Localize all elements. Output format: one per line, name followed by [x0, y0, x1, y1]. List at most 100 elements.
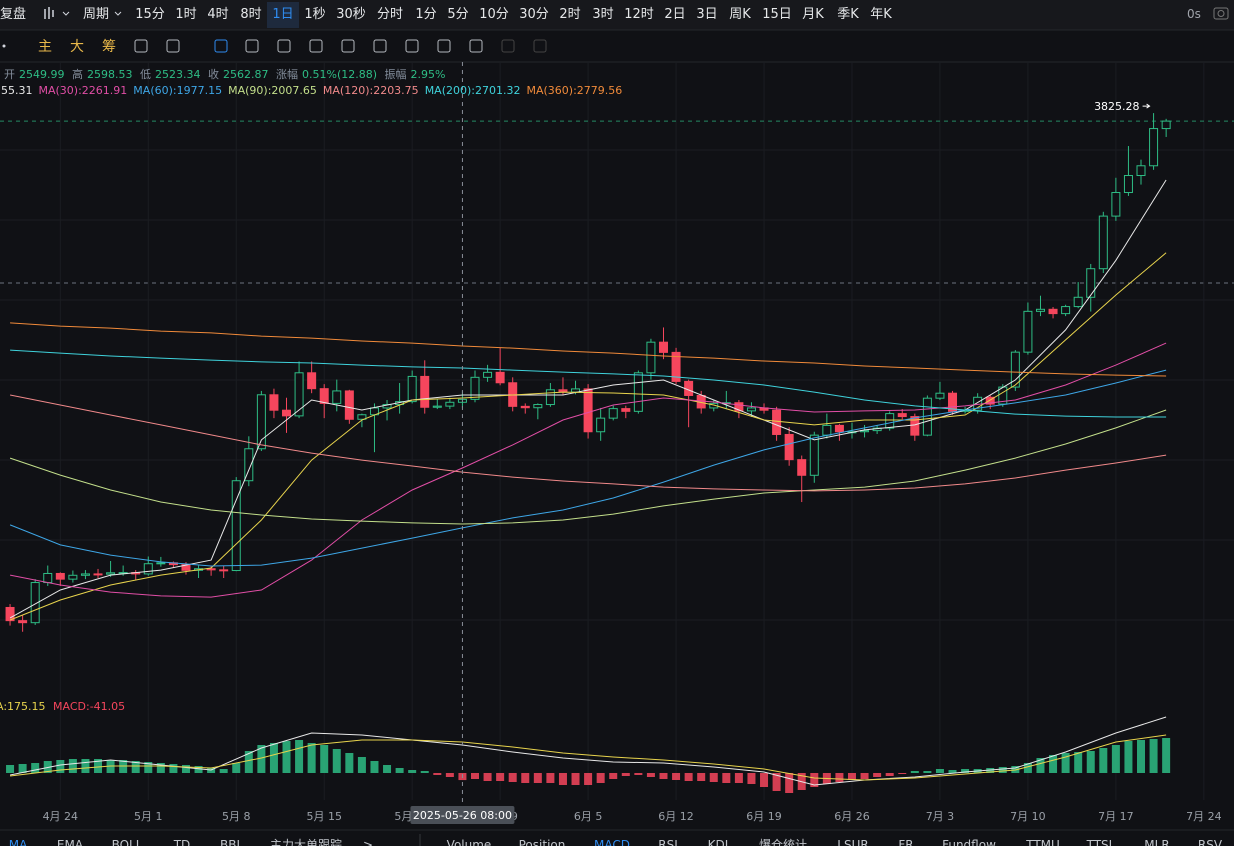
interval-tab[interactable]: 3时	[592, 7, 613, 22]
tool-icon[interactable]	[214, 39, 228, 53]
macd-bar	[244, 751, 253, 773]
candle-body	[671, 351, 681, 382]
interval-tab[interactable]: 3日	[696, 7, 717, 22]
interval-tab[interactable]: 分时	[377, 7, 403, 22]
change-value: 0.51%(12.88)	[302, 68, 378, 81]
macd-bar	[747, 773, 756, 784]
tool-icon[interactable]	[134, 39, 148, 53]
candle-body	[1086, 268, 1096, 298]
ma-legend-item: MA(30):2261.91	[38, 84, 128, 97]
candle-body	[106, 572, 116, 575]
interval-tab[interactable]: 月K	[802, 7, 824, 22]
macd-bar	[508, 773, 517, 782]
ma-line	[10, 342, 1167, 598]
tool-icon[interactable]	[245, 39, 259, 53]
interval-tab[interactable]: 2日	[664, 7, 685, 22]
tool-icon[interactable]	[277, 39, 291, 53]
sub-indicator-tab[interactable]: Volume	[447, 838, 492, 846]
interval-tab[interactable]: 周K	[729, 7, 751, 22]
tool-icon[interactable]	[341, 39, 355, 53]
indicator-button[interactable]: 筹	[102, 38, 116, 55]
sub-indicator-tab[interactable]: FR	[898, 838, 913, 846]
tool-icon[interactable]	[405, 39, 419, 53]
sub-indicator-tab[interactable]: TTSL	[1086, 838, 1116, 846]
candle-icon	[44, 7, 54, 19]
camera-icon[interactable]	[1213, 7, 1229, 20]
ma-legend: 555.31 MA(30):2261.91 MA(60):1977.15 MA(90)…	[0, 84, 628, 97]
indicator-tab[interactable]: 主力大单跟踪	[270, 838, 342, 846]
interval-tab[interactable]: 15日	[762, 7, 792, 22]
interval-tab[interactable]: 季K	[837, 7, 859, 22]
indicator-tab[interactable]: EMA	[57, 838, 84, 846]
indicator-button[interactable]: 大	[70, 39, 84, 55]
candle-body	[30, 582, 40, 624]
sub-indicator-tab[interactable]: Position	[519, 838, 566, 846]
interval-tab[interactable]: 30秒	[336, 7, 366, 22]
candle-body	[797, 459, 807, 476]
sub-indicator-tab[interactable]: MLR	[1144, 838, 1169, 846]
interval-tab[interactable]: 1分	[415, 7, 436, 22]
macd-bar	[156, 763, 165, 773]
interval-tab[interactable]: 1日	[272, 7, 293, 22]
candle-body	[1035, 308, 1045, 312]
tool-icon[interactable]	[501, 39, 515, 53]
indicator-tab[interactable]: BOLL	[112, 838, 143, 846]
tool-icon[interactable]	[309, 39, 323, 53]
macd-bar	[1124, 741, 1133, 773]
interval-tab[interactable]: 年K	[870, 7, 892, 22]
dropdown	[114, 11, 122, 16]
amplitude-value: 2.95%	[410, 68, 446, 81]
tool-icon[interactable]	[469, 39, 483, 53]
indicator-tab[interactable]: >	[363, 838, 373, 846]
interval-tab[interactable]: 5分	[447, 7, 468, 22]
candle-body	[432, 405, 442, 408]
candle-body	[809, 434, 819, 476]
macd-legend-value: MACD:-41.05	[53, 700, 126, 713]
macd-bar	[621, 773, 630, 776]
sub-indicator-tab[interactable]: Fundflow	[942, 838, 996, 846]
interval-tab[interactable]: 1时	[175, 7, 196, 22]
indicator-button[interactable]: 主	[38, 39, 52, 55]
replay-button[interactable]: 复盘	[0, 6, 26, 22]
sub-indicator-tab[interactable]: MACD	[594, 838, 630, 846]
sub-indicator-tab[interactable]: KDJ	[708, 838, 729, 846]
sub-indicator-tab[interactable]: RSV	[1198, 838, 1223, 846]
indicator-tab[interactable]: TD	[173, 838, 191, 846]
tool-icon[interactable]	[166, 39, 180, 53]
candle-body	[1136, 165, 1146, 177]
macd-bar	[1036, 758, 1045, 773]
interval-tab[interactable]: 1秒	[304, 7, 325, 22]
macd-bar	[68, 759, 77, 773]
sub-indicator-tab[interactable]: 爆仓统计	[759, 838, 807, 846]
interval-tab[interactable]: 2时	[559, 7, 580, 22]
period-button[interactable]: 周期	[83, 7, 109, 22]
tool-icon[interactable]	[533, 39, 547, 53]
macd-bar	[1137, 740, 1146, 773]
interval-tab[interactable]: 8时	[240, 7, 261, 22]
interval-tab[interactable]: 15分	[135, 7, 165, 22]
sub-indicator-tab[interactable]: TTMU	[1025, 838, 1060, 846]
indicator-tab[interactable]: MA	[9, 838, 28, 846]
macd-bar	[6, 765, 15, 773]
interval-tab[interactable]: 4时	[207, 7, 228, 22]
interval-tab[interactable]: 12时	[624, 7, 654, 22]
tool-icon[interactable]	[437, 39, 451, 53]
macd-bar	[860, 773, 869, 779]
indicator-tab[interactable]: BBI	[220, 838, 240, 846]
low-value: 2523.34	[155, 68, 201, 81]
candle-body	[332, 390, 342, 404]
candle-body	[219, 569, 229, 572]
x-tick-label: 7月 24	[1186, 810, 1222, 823]
macd-bar	[194, 766, 203, 773]
macd-bar	[584, 773, 593, 785]
interval-tab[interactable]: 10分	[479, 7, 509, 22]
macd-bar	[1049, 755, 1058, 773]
interval-tab[interactable]: 30分	[519, 7, 549, 22]
sub-indicator-tab[interactable]: LSUR	[837, 838, 868, 846]
sub-indicator-tab[interactable]: RSI	[658, 838, 678, 846]
macd-bar	[269, 743, 278, 773]
candle-body	[445, 401, 455, 407]
macd-bar	[433, 773, 442, 775]
open-value: 2549.99	[19, 68, 65, 81]
tool-icon[interactable]	[373, 39, 387, 53]
